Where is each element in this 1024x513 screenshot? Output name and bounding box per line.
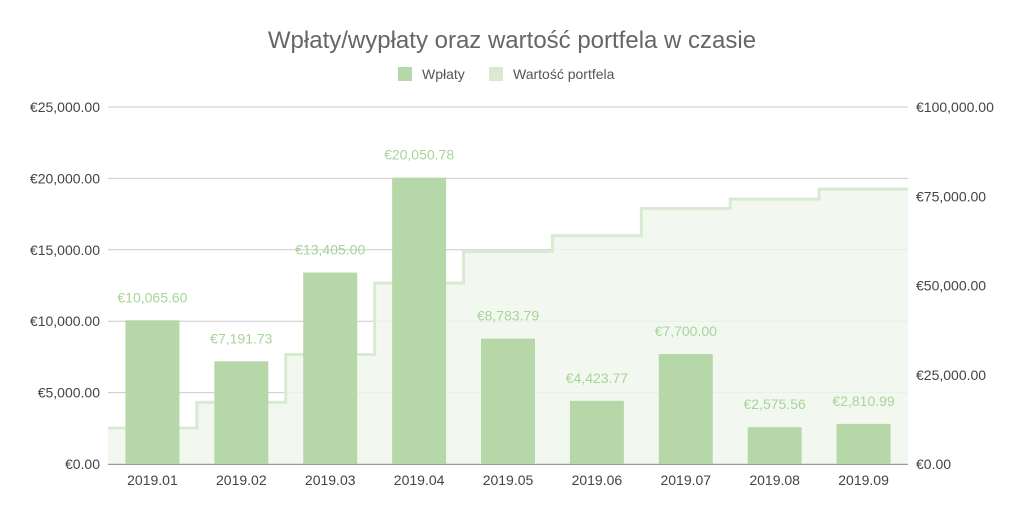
right-axis-tick-label: €75,000.00 — [916, 188, 986, 204]
portfolio-value-line — [108, 187, 908, 430]
data-label-wplaty: €20,050.78 — [384, 147, 454, 163]
x-axis-tick-label: 2019.09 — [838, 472, 889, 488]
x-axis-ticks: 2019.01 2019.02 2019.03 2019.04 2019.05 2019.… — [127, 472, 889, 488]
bar-wplaty — [747, 427, 802, 464]
left-axis-tick-label: €15,000.00 — [30, 242, 100, 258]
legend-swatch-wplaty — [398, 67, 412, 81]
bar-wplaty — [392, 177, 447, 464]
left-axis-tick-label: €10,000.00 — [30, 313, 100, 329]
right-axis-tick-label: €50,000.00 — [916, 278, 986, 294]
bar-wplaty — [836, 423, 891, 464]
data-label-wplaty: €2,575.56 — [744, 396, 806, 412]
legend-swatch-wartosc-portfela — [489, 67, 503, 81]
bar-wplaty — [303, 272, 358, 464]
left-axis-tick-label: €5,000.00 — [38, 385, 100, 401]
chart-title: Wpłaty/wypłaty oraz wartość portfela w c… — [268, 27, 756, 54]
left-axis-tick-label: €20,000.00 — [30, 170, 100, 186]
x-axis-tick-label: 2019.08 — [749, 472, 800, 488]
data-labels: €10,065.60 €7,191.73 €13,405.00 €20,050.78 €… — [117, 147, 894, 413]
left-axis-tick-label: €0.00 — [65, 456, 100, 472]
bar-wplaty — [569, 400, 624, 464]
right-axis-tick-label: €100,000.00 — [916, 99, 994, 115]
right-axis-tick-label: €0.00 — [916, 456, 951, 472]
right-axis-ticks: €0.00 €25,000.00 €50,000.00 €75,000.00 €100,… — [916, 99, 994, 472]
bar-wplaty — [214, 361, 269, 464]
left-axis-ticks: €0.00 €5,000.00 €10,000.00 €15,000.00 €20,00… — [30, 99, 100, 472]
data-label-wplaty: €10,065.60 — [117, 289, 187, 305]
bar-wplaty — [481, 338, 535, 464]
x-axis-tick-label: 2019.05 — [483, 472, 534, 488]
x-axis-tick-label: 2019.07 — [660, 472, 711, 488]
bar-wplaty — [125, 320, 180, 464]
x-axis-tick-label: 2019.02 — [216, 472, 267, 488]
data-label-wplaty: €13,405.00 — [295, 242, 365, 258]
bar-wplaty — [658, 354, 713, 464]
x-axis-tick-label: 2019.04 — [394, 472, 445, 488]
data-label-wplaty: €4,423.77 — [566, 370, 628, 386]
legend: Wpłaty Wartość portfela — [398, 66, 615, 82]
bars — [125, 177, 891, 464]
legend-label-wplaty: Wpłaty — [422, 66, 465, 82]
data-label-wplaty: €2,810.99 — [832, 393, 894, 409]
data-label-wplaty: €7,700.00 — [655, 323, 717, 339]
x-axis-tick-label: 2019.01 — [127, 472, 178, 488]
right-axis-tick-label: €25,000.00 — [916, 367, 986, 383]
x-axis-tick-label: 2019.03 — [305, 472, 356, 488]
data-label-wplaty: €7,191.73 — [210, 330, 272, 346]
x-axis-tick-label: 2019.06 — [572, 472, 623, 488]
legend-label-wartosc-portfela: Wartość portfela — [513, 66, 615, 82]
left-axis-tick-label: €25,000.00 — [30, 99, 100, 115]
data-label-wplaty: €8,783.79 — [477, 308, 539, 324]
